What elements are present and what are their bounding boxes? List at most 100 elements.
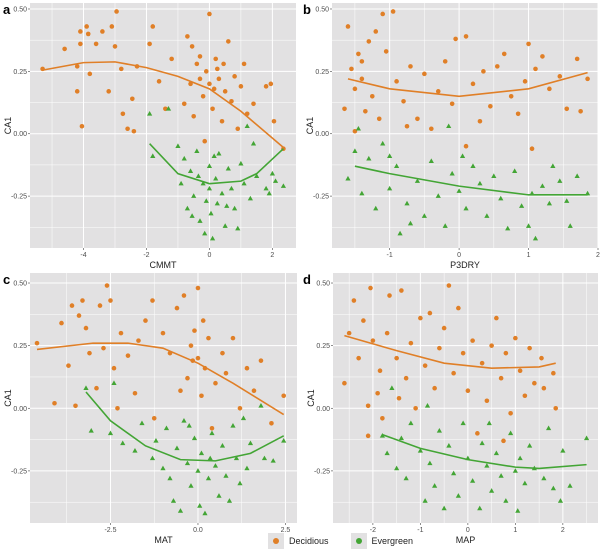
- decidious-point: [539, 355, 544, 361]
- decidious-point: [494, 315, 499, 321]
- evergreen-point: [191, 435, 198, 441]
- decidious-point: [351, 298, 357, 303]
- evergreen-point: [550, 163, 556, 168]
- evergreen-point: [512, 168, 518, 173]
- data-layer: [34, 283, 287, 516]
- decidious-point: [268, 81, 274, 87]
- decidious-point: [375, 390, 380, 396]
- x-axis-title: MAP: [456, 535, 476, 545]
- evergreen-point: [359, 190, 365, 196]
- x-tick-label: 0: [466, 527, 470, 534]
- evergreen-point: [235, 225, 241, 231]
- plot-background: [332, 3, 598, 248]
- evergreen-fit-curve: [85, 391, 285, 462]
- decidious-point: [79, 123, 85, 129]
- plot-background: [30, 3, 296, 248]
- decidious-point: [263, 84, 269, 89]
- decidious-point: [429, 126, 434, 132]
- decidious-point: [160, 330, 166, 336]
- y-tick-label: 0.00: [316, 406, 330, 413]
- evergreen-point: [205, 475, 212, 481]
- evergreen-point: [491, 173, 497, 178]
- decidious-point: [585, 76, 590, 82]
- evergreen-point: [219, 443, 226, 448]
- evergreen-point: [446, 443, 452, 448]
- evergreen-point: [441, 505, 447, 511]
- evergreen-point: [175, 143, 181, 149]
- decidious-point: [188, 81, 193, 87]
- decidious-point: [484, 398, 490, 404]
- y-tick-label: 0.00: [13, 131, 27, 138]
- evergreen-point: [470, 163, 476, 168]
- decidious-point: [441, 325, 447, 331]
- evergreen-point: [584, 435, 590, 441]
- evergreen-point: [147, 110, 153, 116]
- evergreen-point: [266, 190, 272, 196]
- evergreen-point: [486, 420, 492, 426]
- decidious-point: [479, 360, 485, 366]
- evergreen-point: [564, 198, 570, 203]
- decidious-point: [508, 94, 514, 99]
- decidious-point: [147, 41, 152, 47]
- decidious-point: [415, 116, 420, 122]
- decidious-point: [80, 298, 85, 303]
- decidious-point: [356, 355, 361, 361]
- x-tick-label: 0: [457, 252, 461, 259]
- evergreen-point: [223, 473, 229, 478]
- decidious-point: [150, 24, 156, 29]
- decidious-point: [206, 335, 211, 341]
- decidious-point: [192, 328, 197, 333]
- decidious-point: [342, 380, 347, 386]
- decidious-point: [540, 54, 545, 59]
- decidious-point: [503, 350, 509, 356]
- decidious-point: [178, 388, 183, 394]
- evergreen-point: [222, 223, 228, 228]
- decidious-point: [200, 94, 206, 99]
- decidious-point: [271, 118, 277, 124]
- evergreen-point: [139, 420, 145, 426]
- decidious-point: [446, 283, 452, 288]
- y-tick-label: -0.25: [313, 194, 329, 201]
- decidious-point: [181, 101, 187, 107]
- y-tick-label: -0.25: [11, 468, 27, 475]
- decidious-point: [115, 405, 120, 411]
- decidious-point: [109, 24, 115, 29]
- decidious-point: [203, 69, 209, 74]
- decidious-point: [118, 66, 124, 72]
- evergreen-point: [237, 480, 243, 486]
- evergreen-point: [557, 498, 564, 503]
- evergreen-point: [352, 148, 358, 153]
- decidious-point: [522, 79, 528, 84]
- decidious-point: [359, 59, 365, 64]
- decidious-point: [101, 345, 106, 351]
- evergreen-point: [567, 223, 573, 228]
- evergreen-point: [546, 200, 552, 206]
- evergreen-point: [88, 428, 94, 433]
- evergreen-point: [254, 173, 260, 178]
- decidious-point: [112, 44, 118, 49]
- decidious-point: [363, 108, 368, 114]
- decidious-point: [427, 310, 433, 316]
- decidious-point: [532, 380, 537, 386]
- x-tick-label: -2: [370, 527, 376, 534]
- legend-key-decidious: [268, 533, 284, 549]
- evergreen-point: [281, 438, 287, 443]
- decidious-point: [199, 393, 204, 399]
- decidious-point: [460, 350, 466, 356]
- decidious-point: [453, 36, 458, 42]
- decidious-point: [195, 285, 201, 291]
- decidious-point: [169, 56, 174, 62]
- evergreen-point: [207, 455, 213, 461]
- decidious-point: [269, 421, 274, 426]
- decidious-point: [130, 96, 135, 102]
- evergreen-point: [206, 185, 213, 191]
- evergreen-point: [197, 218, 203, 223]
- evergreen-point: [560, 448, 566, 453]
- decidious-point: [136, 338, 141, 343]
- y-tick-label: -0.25: [11, 194, 27, 201]
- decidious-point: [422, 71, 427, 77]
- x-tick-label: -2: [143, 252, 149, 259]
- evergreen-point: [209, 235, 216, 241]
- legend-label-decidious: Decidious: [289, 536, 329, 546]
